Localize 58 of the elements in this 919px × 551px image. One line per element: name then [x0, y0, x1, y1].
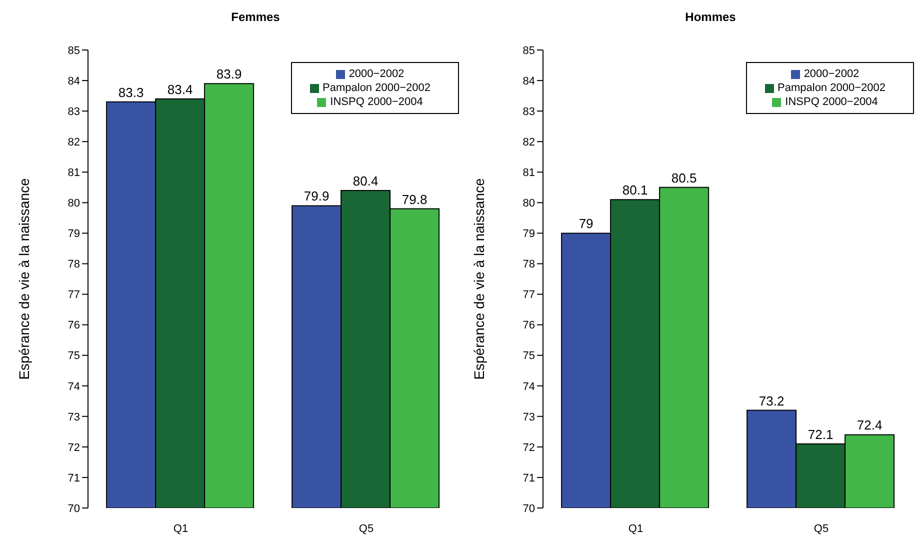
data-label: 79.9: [304, 188, 330, 204]
data-label: 72.4: [856, 418, 882, 433]
y-tick-label: 82: [68, 136, 80, 149]
y-tick-label: 81: [68, 167, 80, 180]
legend-label: 2000−2002: [804, 68, 860, 80]
legend-label: INSPQ 2000−2004: [330, 96, 423, 108]
y-tick-label: 76: [68, 320, 80, 332]
legend-label: 2000−2002: [348, 68, 404, 80]
y-tick-label: 82: [522, 136, 535, 149]
y-tick-label: 83: [68, 106, 80, 118]
data-label: 79: [578, 216, 594, 232]
data-label: 83.9: [216, 66, 242, 82]
y-tick-label: 79: [522, 228, 535, 240]
y-tick-label: 72: [68, 442, 80, 454]
data-label: 72.1: [808, 426, 834, 442]
y-tick-label: 73: [522, 411, 535, 424]
y-tick-label: 78: [522, 258, 535, 271]
y-tick-label: 85: [522, 44, 535, 57]
y-axis-title: Espérance de vie à la naissance: [470, 178, 487, 380]
y-tick-label: 72: [522, 442, 535, 454]
x-tick-label: Q5: [814, 522, 829, 535]
y-tick-label: 74: [68, 380, 80, 393]
y-tick-label: 74: [522, 380, 535, 393]
legend-label: INSPQ 2000−2004: [785, 96, 878, 108]
y-tick-label: 80: [68, 198, 80, 210]
data-label: 83.3: [118, 84, 144, 100]
y-tick-label: 70: [522, 502, 535, 515]
y-tick-label: 78: [68, 258, 80, 271]
chart-title: Femmes: [230, 9, 281, 26]
data-label: 79.8: [402, 192, 428, 207]
y-tick-label: 71: [522, 472, 535, 484]
data-label: 80.5: [671, 170, 697, 186]
y-tick-label: 70: [68, 502, 80, 515]
y-tick-label: 77: [522, 289, 535, 302]
y-axis-title: Espérance de vie à la naissance: [16, 178, 32, 380]
y-tick-label: 84: [522, 75, 535, 88]
y-tick-label: 79: [68, 228, 80, 240]
y-tick-label: 71: [68, 472, 80, 484]
x-tick-label: Q5: [358, 522, 374, 535]
chart-title: Hommes: [684, 9, 737, 26]
y-tick-label: 85: [68, 44, 80, 57]
data-label: 80.1: [622, 182, 648, 198]
data-label: 80.4: [352, 173, 378, 188]
y-tick-label: 81: [522, 167, 535, 180]
y-tick-label: 77: [68, 289, 80, 302]
x-tick-label: Q1: [628, 522, 644, 535]
x-tick-label: Q1: [173, 522, 188, 535]
legend-label: Pampalon 2000−2002: [778, 82, 886, 94]
y-tick-label: 76: [522, 320, 535, 332]
legend-label: Pampalon 2000−2002: [322, 82, 430, 94]
y-tick-label: 80: [522, 198, 535, 210]
y-tick-label: 84: [68, 75, 80, 88]
y-tick-label: 73: [68, 411, 80, 424]
data-label: 83.4: [167, 82, 193, 97]
data-label: 73.2: [758, 393, 784, 408]
y-tick-label: 75: [68, 350, 80, 362]
y-tick-label: 75: [522, 350, 535, 362]
y-tick-label: 83: [522, 106, 535, 118]
